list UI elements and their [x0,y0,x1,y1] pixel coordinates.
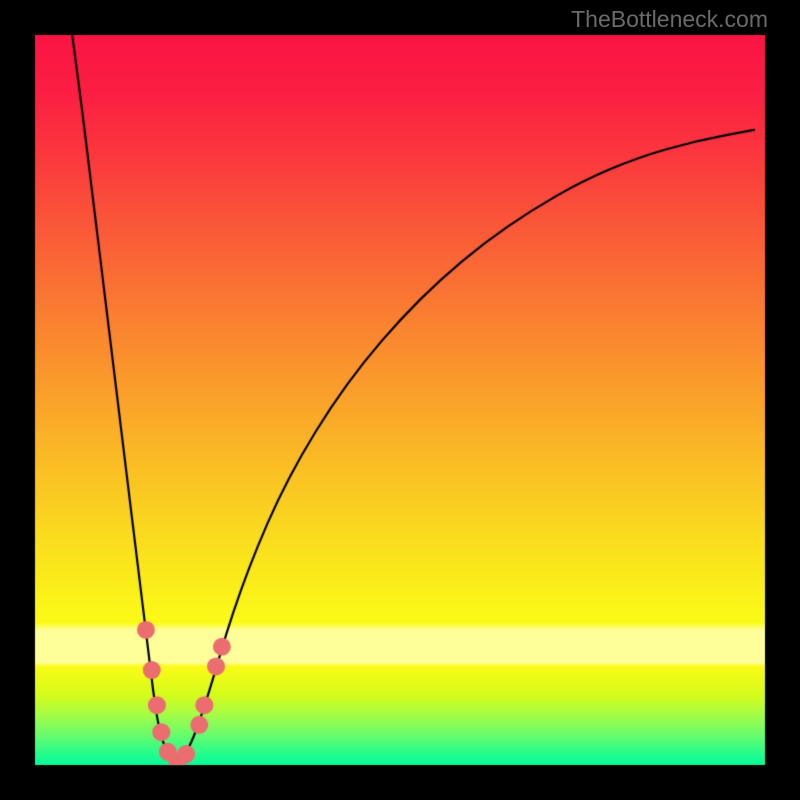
watermark-text: TheBottleneck.com [571,6,768,33]
bottleneck-chart: TheBottleneck.com [0,0,800,800]
bottleneck-curve-layer [0,0,800,800]
